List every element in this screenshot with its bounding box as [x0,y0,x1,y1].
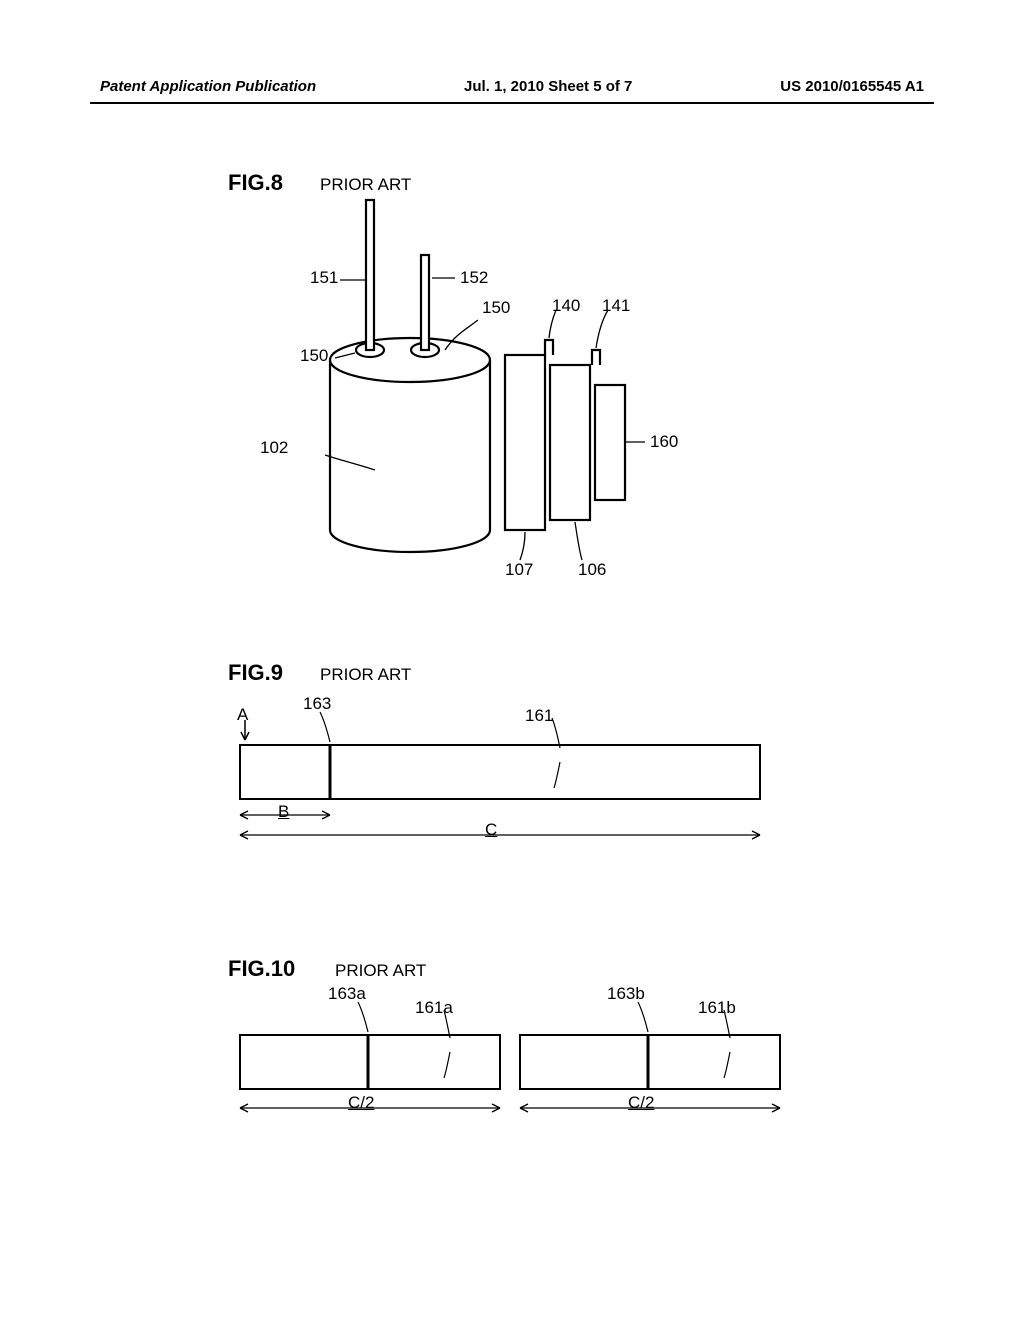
page-header: Patent Application Publication Jul. 1, 2… [0,78,1024,95]
fig9-ref-B: B [278,802,289,822]
fig8-ref-150-upper: 150 [482,298,510,318]
fig8-ref-152: 152 [460,268,488,288]
header-rule [90,102,934,104]
fig9-ref-161: 161 [525,706,553,726]
fig9-drawing [200,690,800,860]
fig9-ref-A: A [237,705,248,725]
fig10-ref-163b: 163b [607,984,645,1004]
fig10-ref-161a: 161a [415,998,453,1018]
fig8-ref-151: 151 [310,268,338,288]
fig8-drawing [200,160,760,570]
fig8-ref-140: 140 [552,296,580,316]
fig10-ref-c2-left: C/2 [348,1093,374,1113]
fig9-ref-C: C [485,820,497,840]
fig10-ref-c2-right: C/2 [628,1093,654,1113]
fig10-ref-163a: 163a [328,984,366,1004]
fig10-ref-161b: 161b [698,998,736,1018]
header-center: Jul. 1, 2010 Sheet 5 of 7 [464,78,632,95]
fig8-ref-150-lower: 150 [300,346,328,366]
fig8-ref-160: 160 [650,432,678,452]
header-left: Patent Application Publication [100,78,316,95]
fig10-label: FIG.10 [228,956,295,982]
fig8-ref-107: 107 [505,560,533,580]
fig8-ref-141: 141 [602,296,630,316]
fig8-ref-102: 102 [260,438,288,458]
fig9-ref-163: 163 [303,694,331,714]
fig8-ref-106: 106 [578,560,606,580]
fig10-prior-art: PRIOR ART [335,961,426,981]
fig9-label: FIG.9 [228,660,283,686]
header-right: US 2010/0165545 A1 [780,78,924,95]
fig9-prior-art: PRIOR ART [320,665,411,685]
